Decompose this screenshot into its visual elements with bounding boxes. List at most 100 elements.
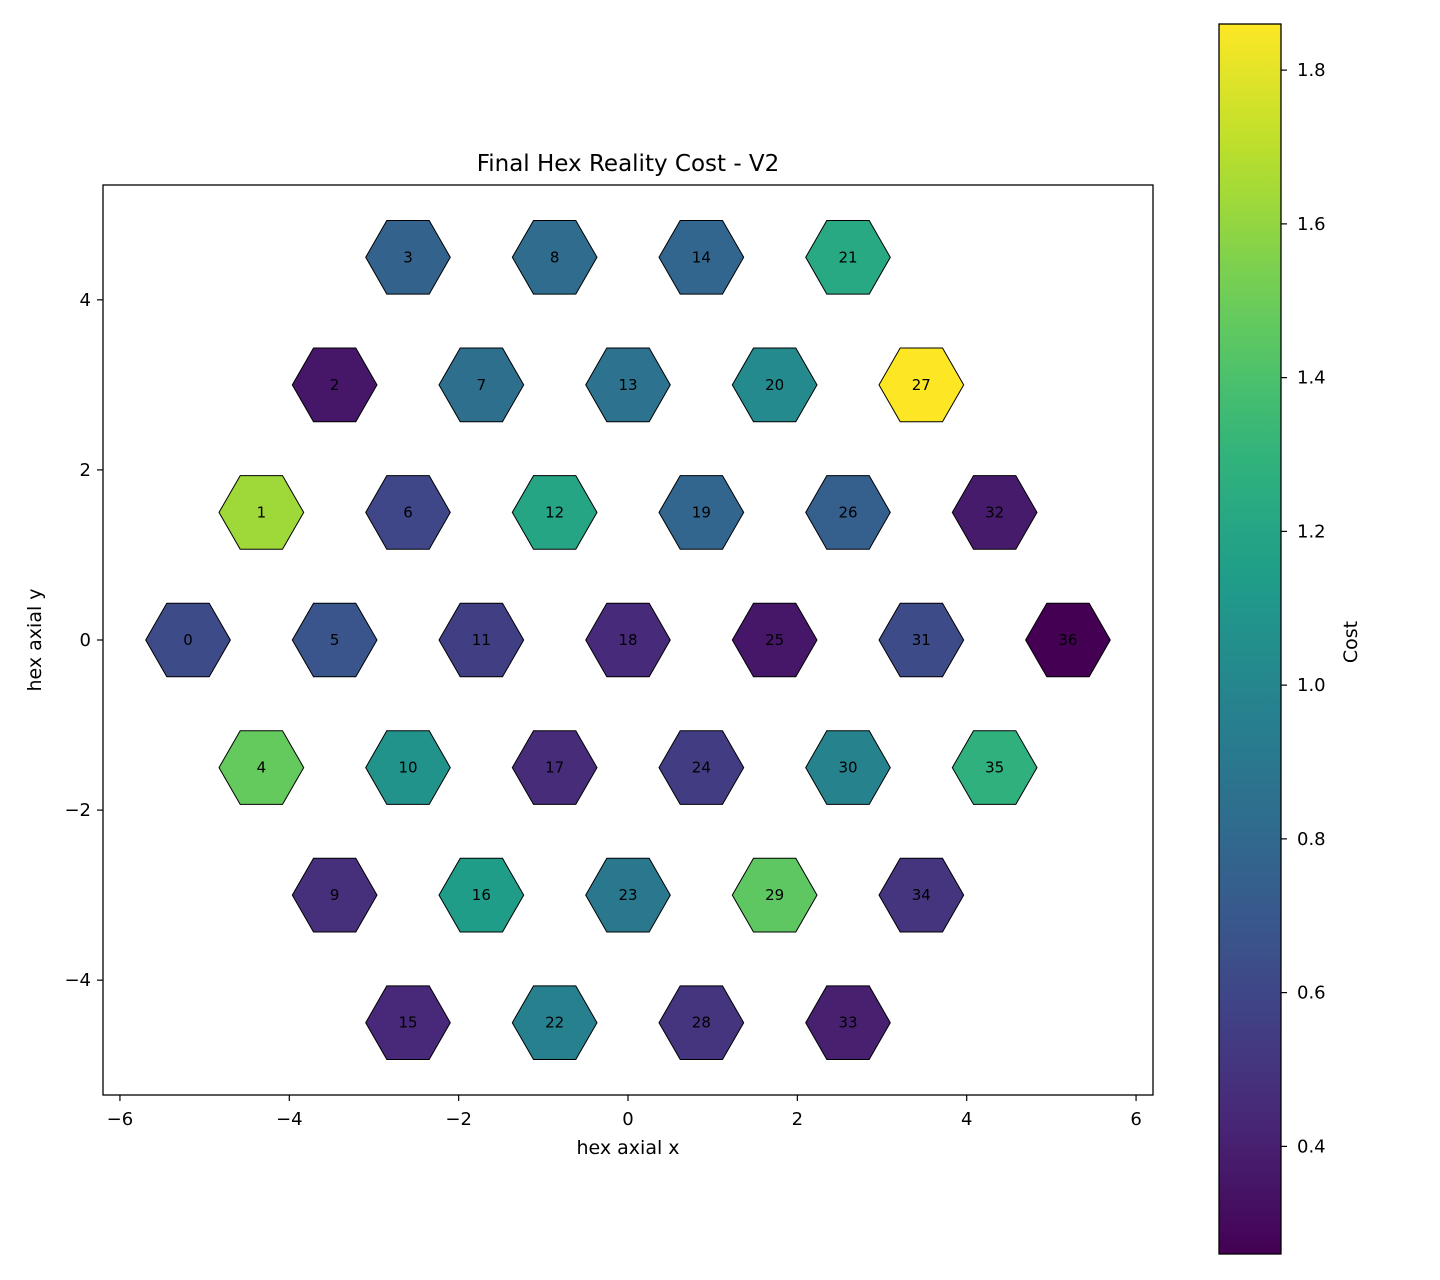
hex-cell-16 [438, 857, 525, 933]
hex-cell-8 [511, 220, 598, 295]
x-axis-label: hex axial x [576, 1137, 679, 1159]
hex-cell-19 [658, 475, 745, 550]
hex-cell-3 [365, 220, 451, 295]
hex-cell-22 [511, 985, 598, 1060]
hex-label-33: 33 [838, 1014, 857, 1032]
x-tick-label: 0 [622, 1109, 633, 1130]
hex-cell-32 [951, 475, 1038, 550]
chart-title: Final Hex Reality Cost - V2 [477, 151, 780, 177]
hex-cell-24 [658, 730, 745, 805]
hex-cell-28 [658, 985, 745, 1060]
hex-label-31: 31 [912, 631, 931, 649]
hex-label-24: 24 [692, 759, 711, 777]
colorbar-fill [1218, 23, 1282, 1255]
hex-label-2: 2 [330, 376, 340, 394]
hex-label-35: 35 [985, 759, 1004, 777]
hex-label-16: 16 [472, 886, 491, 904]
hex-cell-18 [585, 602, 671, 678]
colorbar-tick-label: 1.8 [1297, 60, 1326, 81]
hex-label-9: 9 [330, 886, 340, 904]
colorbar-tick-label: 1.2 [1297, 521, 1326, 542]
colorbar-tick-label: 0.6 [1297, 983, 1326, 1004]
hex-cell-14 [658, 220, 745, 295]
hex-label-26: 26 [838, 503, 857, 521]
y-axis: −4 −2 0 2 4 [64, 290, 103, 991]
hex-label-1: 1 [257, 503, 267, 521]
hex-label-15: 15 [398, 1014, 417, 1032]
hex-label-7: 7 [477, 376, 487, 394]
hex-cell-9 [291, 857, 378, 933]
hex-label-29: 29 [765, 886, 784, 904]
hex-label-3: 3 [403, 248, 413, 266]
hex-label-5: 5 [330, 631, 340, 649]
hex-cell-11 [438, 602, 525, 678]
y-tick-label: 2 [80, 460, 91, 481]
plot-area: 0123456789101112131415161718192021222324… [145, 220, 1111, 1060]
hex-label-8: 8 [550, 248, 560, 266]
colorbar-tick-label: 0.4 [1297, 1136, 1326, 1157]
colorbar-label: Cost [1340, 621, 1362, 663]
hex-cell-10 [365, 730, 451, 805]
hex-label-14: 14 [692, 248, 711, 266]
hex-cell-2 [291, 347, 378, 423]
hex-label-21: 21 [838, 248, 857, 266]
hex-label-23: 23 [618, 886, 637, 904]
hex-cell-21 [805, 220, 891, 295]
colorbar-ticks: 0.4 0.6 0.8 1.0 1.2 1.4 1.6 1.8 [1281, 60, 1326, 1157]
hex-label-6: 6 [403, 503, 413, 521]
hex-label-32: 32 [985, 503, 1004, 521]
hex-cell-31 [878, 602, 965, 678]
x-tick-label: −2 [445, 1109, 472, 1130]
x-tick-label: 6 [1130, 1109, 1141, 1130]
hex-cell-33 [805, 985, 891, 1060]
hex-cell-20 [731, 347, 818, 423]
hex-cell-1 [218, 475, 305, 550]
hex-label-36: 36 [1058, 631, 1077, 649]
y-tick-label: −2 [64, 800, 91, 821]
hex-label-0: 0 [183, 631, 193, 649]
y-axis-label: hex axial y [24, 588, 46, 691]
x-tick-label: 4 [961, 1109, 972, 1130]
colorbar [1218, 23, 1282, 1255]
hex-label-18: 18 [618, 631, 637, 649]
colorbar-tick-label: 1.4 [1297, 368, 1326, 389]
x-tick-label: −4 [276, 1109, 303, 1130]
hex-cell-15 [365, 985, 451, 1060]
hex-label-28: 28 [692, 1014, 711, 1032]
hex-cell-0 [145, 602, 231, 678]
hex-label-19: 19 [692, 503, 711, 521]
hex-cell-34 [878, 857, 965, 933]
y-tick-label: 4 [80, 290, 91, 311]
hex-cell-13 [585, 347, 671, 423]
hex-cell-4 [218, 730, 305, 805]
y-tick-label: −4 [64, 970, 91, 991]
y-tick-label: 0 [80, 630, 91, 651]
hex-label-22: 22 [545, 1014, 564, 1032]
hex-cell-30 [805, 730, 891, 805]
x-tick-label: −6 [107, 1109, 134, 1130]
hex-cell-26 [805, 475, 891, 550]
hex-cell-27 [878, 347, 965, 423]
hex-label-30: 30 [838, 759, 857, 777]
hex-label-25: 25 [765, 631, 784, 649]
x-tick-label: 2 [792, 1109, 803, 1130]
hex-label-17: 17 [545, 759, 564, 777]
hex-cell-6 [365, 475, 451, 550]
hex-cell-12 [511, 475, 598, 550]
hex-label-11: 11 [472, 631, 491, 649]
hex-cell-25 [731, 602, 818, 678]
hex-cell-5 [291, 602, 378, 678]
x-axis: −6 −4 −2 0 2 4 6 [107, 1095, 1142, 1130]
hex-cell-29 [731, 857, 818, 933]
hex-cell-36 [1025, 602, 1111, 678]
hex-label-4: 4 [257, 759, 267, 777]
colorbar-tick-label: 1.6 [1297, 214, 1326, 235]
hex-cell-7 [438, 347, 525, 423]
hex-label-27: 27 [912, 376, 931, 394]
colorbar-tick-label: 1.0 [1297, 675, 1326, 696]
colorbar-tick-label: 0.8 [1297, 829, 1326, 850]
hex-label-20: 20 [765, 376, 784, 394]
hex-label-34: 34 [912, 886, 931, 904]
hex-label-10: 10 [398, 759, 417, 777]
